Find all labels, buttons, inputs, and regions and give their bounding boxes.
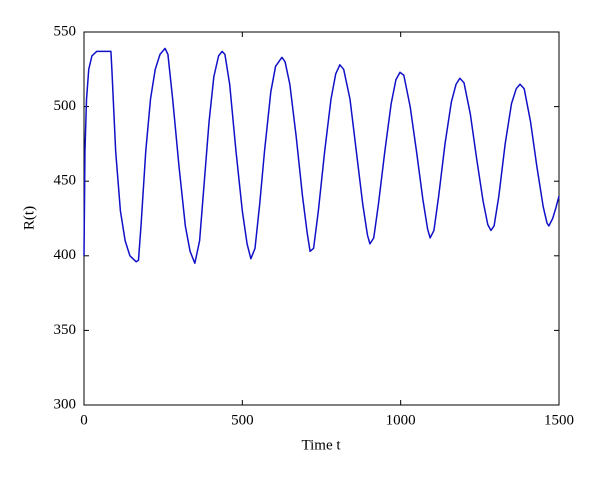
x-axis-label: Time t (301, 437, 341, 453)
y-tick-label: 500 (54, 98, 77, 114)
data-line (83, 47, 560, 265)
y-tick-label: 300 (54, 396, 77, 412)
y-tick-label: 450 (54, 173, 77, 189)
x-tick-label: 1500 (544, 412, 574, 428)
y-tick-label: 550 (54, 23, 77, 39)
plot-frame (83, 31, 560, 406)
x-tick-label: 1000 (386, 412, 416, 428)
y-tick-label: 350 (54, 322, 77, 338)
y-tick-label: 400 (54, 247, 77, 263)
x-tick-label: 500 (231, 412, 254, 428)
x-tick-label: 0 (80, 412, 88, 428)
y-axis-label: R(t) (21, 206, 37, 230)
